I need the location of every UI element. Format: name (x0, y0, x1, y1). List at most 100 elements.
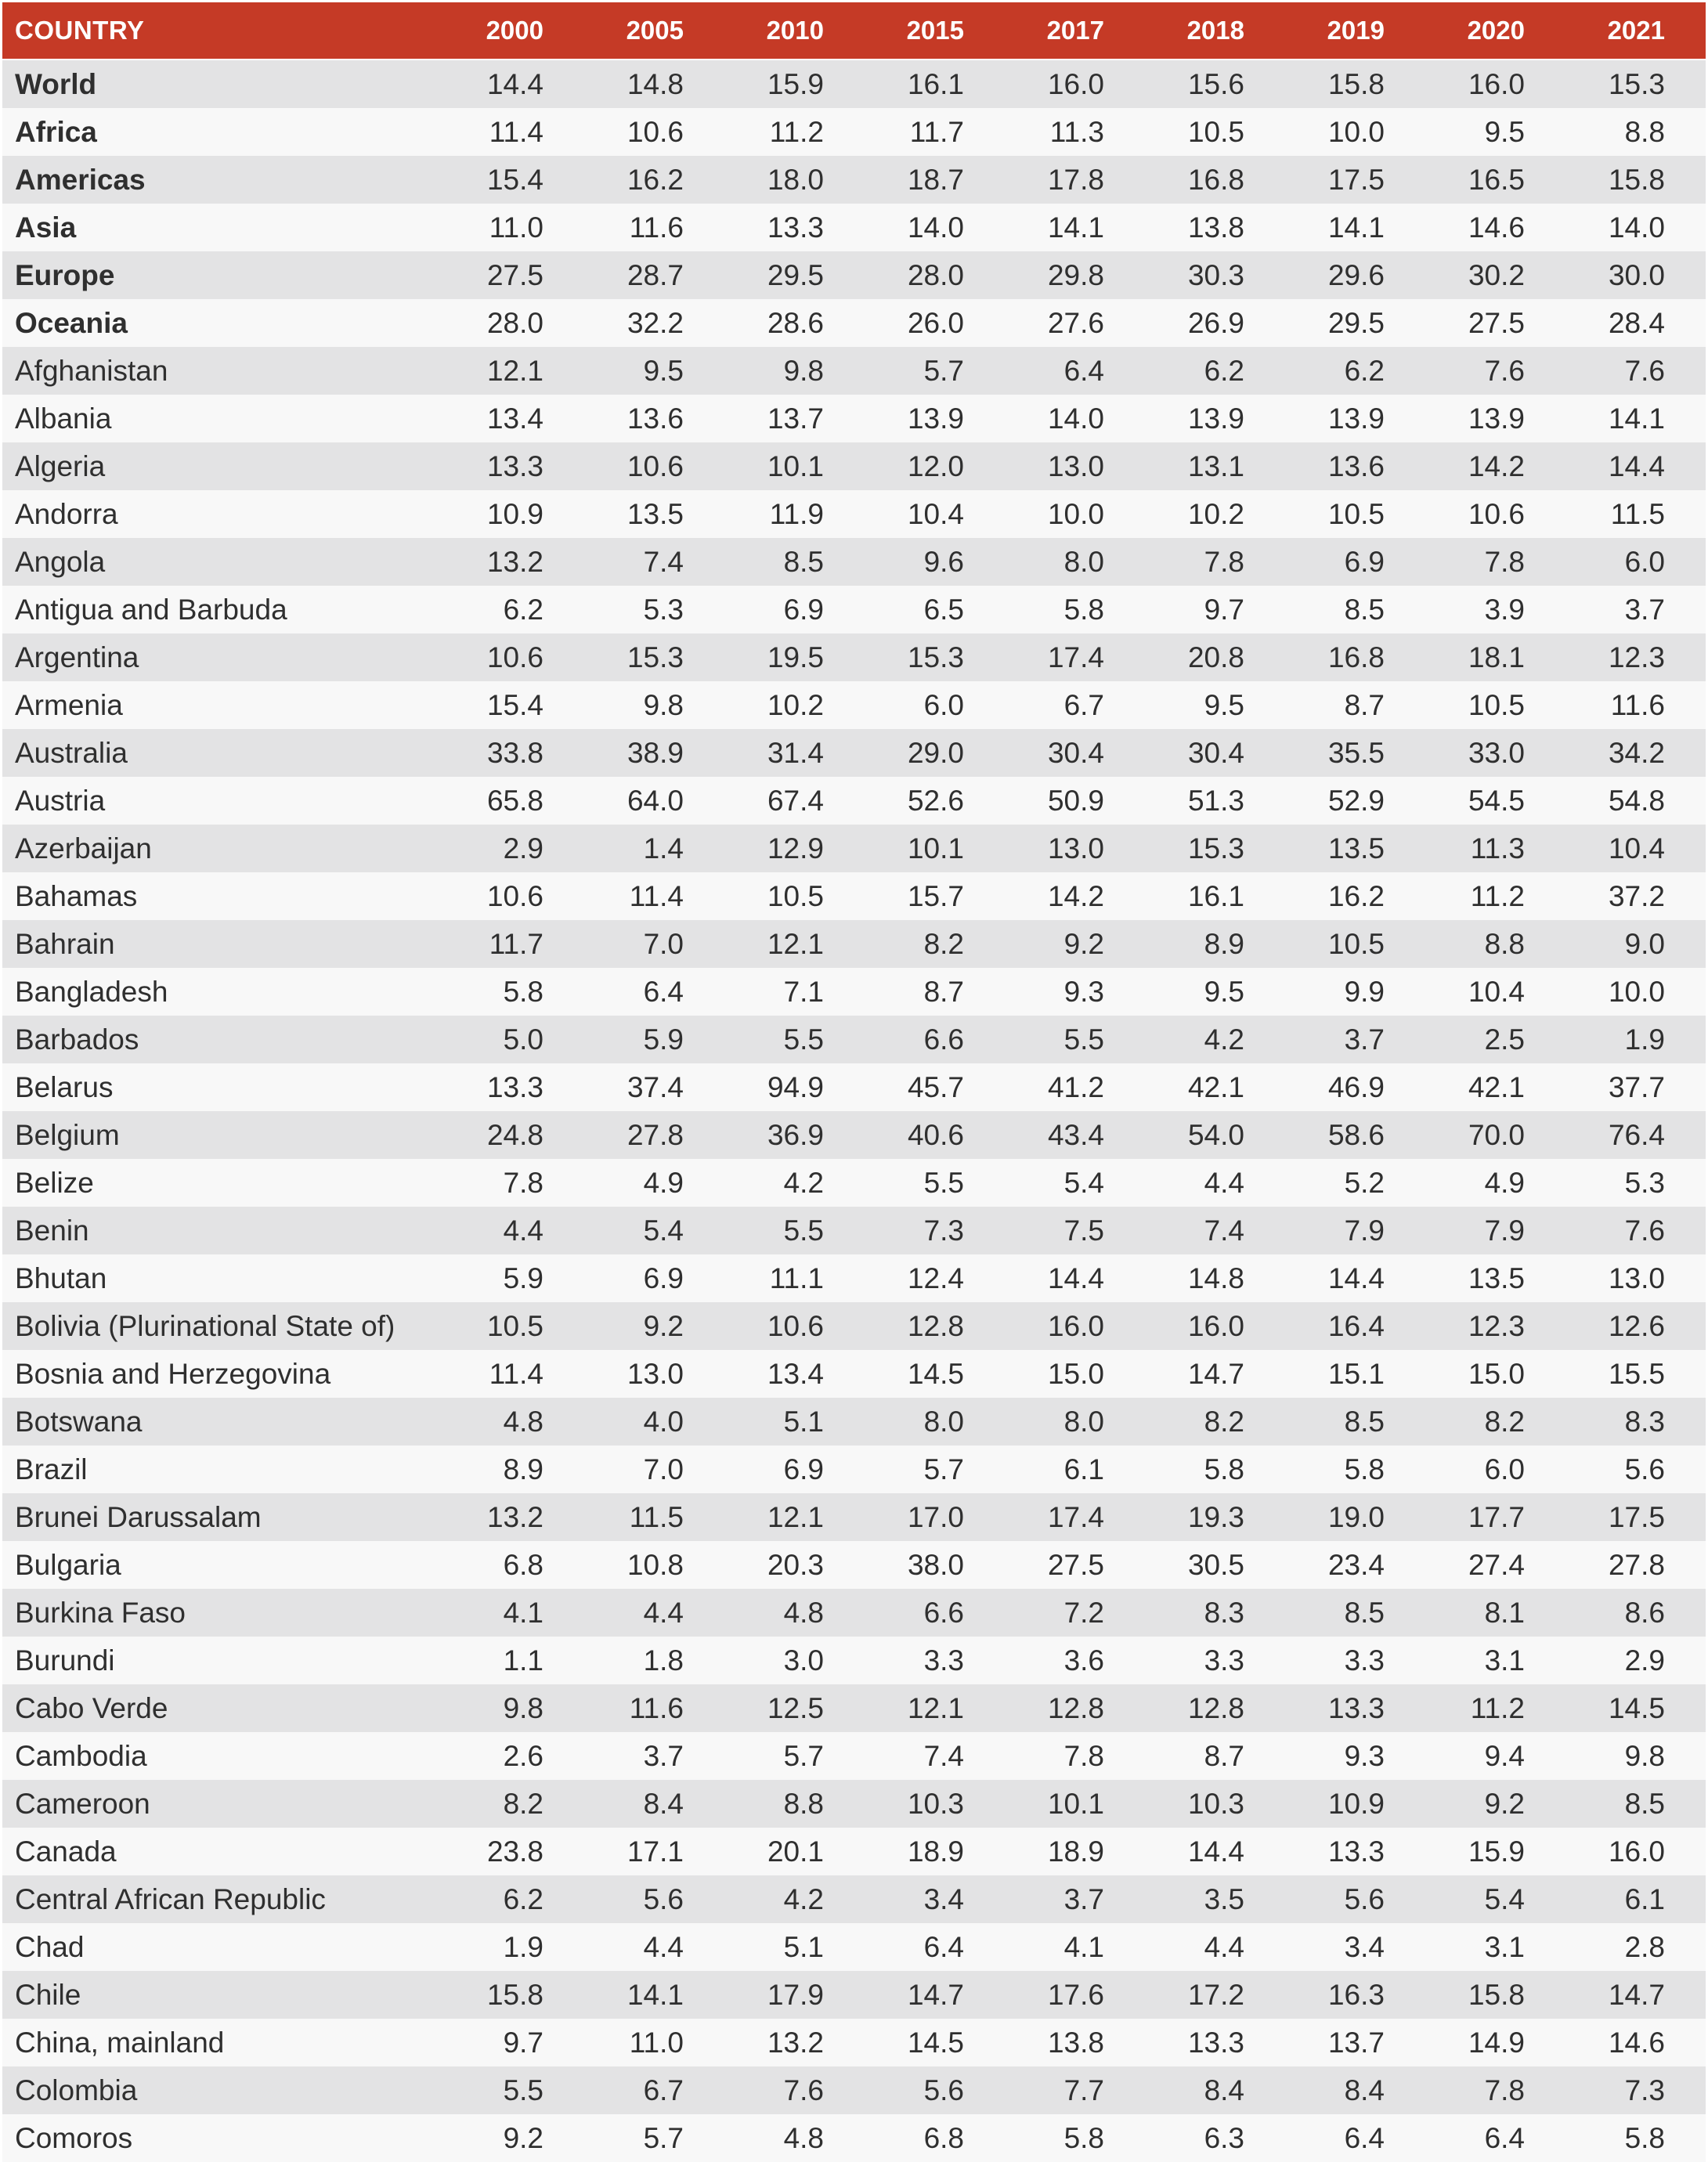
value-cell: 5.6 (1344, 1882, 1385, 1915)
value-cell: 9.9 (1344, 975, 1385, 1008)
value-cell: 14.4 (1047, 1261, 1104, 1294)
value-cell: 10.2 (767, 688, 824, 721)
value-cell: 4.2 (1204, 1023, 1244, 1056)
table-row: Cambodia 2.6 3.7 5.7 7.4 7.8 8.7 9.3 9.4 9.8 (2, 1732, 1706, 1780)
value-cell: 11.4 (489, 115, 543, 148)
value-cell: 52.6 (907, 784, 964, 817)
value-cell: 8.2 (503, 1787, 543, 1820)
country-name-cell: Bosnia and Herzegovina (15, 1357, 331, 1390)
value-cell: 10.6 (486, 641, 543, 673)
value-cell: 5.7 (643, 2121, 684, 2154)
value-cell: 3.3 (1204, 1644, 1244, 1677)
country-name-cell: Algeria (15, 449, 106, 482)
value-cell: 13.4 (767, 1357, 824, 1390)
value-cell: 15.4 (486, 163, 543, 196)
value-cell: 20.1 (767, 1835, 824, 1868)
table-row: Bulgaria 6.8 10.8 20.3 38.0 27.5 30.5 23.4 27.4 2… (2, 1541, 1706, 1589)
country-name-cell: Bahrain (15, 927, 115, 960)
country-name-cell: Belize (15, 1166, 94, 1199)
value-cell: 4.8 (503, 1405, 543, 1438)
country-name-cell: Bhutan (15, 1261, 107, 1294)
value-cell: 4.4 (503, 1214, 543, 1247)
column-header-year-2005: 2005 (543, 2, 684, 60)
value-cell: 7.3 (923, 1214, 964, 1247)
value-cell: 5.5 (923, 1166, 964, 1199)
value-cell: 13.3 (1327, 1691, 1385, 1724)
table-row: Burundi 1.1 1.8 3.0 3.3 3.6 3.3 3.3 3.1 2.9 (2, 1637, 1706, 1684)
value-cell: 9.5 (1484, 115, 1525, 148)
value-cell: 11.6 (629, 211, 684, 244)
value-cell: 13.9 (1327, 402, 1385, 435)
country-name-cell: Bangladesh (15, 975, 168, 1008)
value-cell: 8.5 (1344, 1596, 1385, 1629)
value-cell: 11.2 (769, 115, 824, 148)
value-cell: 7.0 (643, 1453, 684, 1485)
value-cell: 10.5 (1327, 927, 1385, 960)
value-cell: 13.5 (627, 497, 684, 530)
value-cell: 6.2 (503, 1882, 543, 1915)
value-cell: 5.5 (1063, 1023, 1104, 1056)
table-row: World 14.4 14.8 15.9 16.1 16.0 15.6 15.8 16.0 15.… (2, 60, 1706, 108)
value-cell: 5.6 (923, 2074, 964, 2106)
value-cell: 10.0 (1047, 497, 1104, 530)
value-cell: 30.4 (1187, 736, 1244, 769)
value-cell: 54.0 (1187, 1118, 1244, 1151)
table-row: Belarus 13.3 37.4 94.9 45.7 41.2 42.1 46.9 42.1 3… (2, 1063, 1706, 1111)
value-cell: 8.5 (1344, 1405, 1385, 1438)
value-cell: 7.5 (1063, 1214, 1104, 1247)
country-name-cell: Cambodia (15, 1739, 147, 1772)
value-cell: 13.0 (627, 1357, 684, 1390)
value-cell: 11.3 (1049, 115, 1104, 148)
value-cell: 6.1 (1063, 1453, 1104, 1485)
value-cell: 8.2 (923, 927, 964, 960)
value-cell: 15.3 (627, 641, 684, 673)
value-cell: 12.1 (767, 927, 824, 960)
value-cell: 15.3 (907, 641, 964, 673)
value-cell: 4.4 (643, 1596, 684, 1629)
value-cell: 13.5 (1327, 832, 1385, 864)
column-header-year-2015: 2015 (824, 2, 964, 60)
table-row: Australia 33.8 38.9 31.4 29.0 30.4 30.4 35.5 33.… (2, 729, 1706, 777)
value-cell: 24.8 (486, 1118, 543, 1151)
value-cell: 13.5 (1468, 1261, 1525, 1294)
value-cell: 13.3 (1327, 1835, 1385, 1868)
value-cell: 9.5 (643, 354, 684, 387)
value-cell: 8.4 (1344, 2074, 1385, 2106)
table-row: Canada 23.8 17.1 20.1 18.9 18.9 14.4 13.3 15.9 16… (2, 1828, 1706, 1875)
value-cell: 67.4 (767, 784, 824, 817)
value-cell: 14.0 (1608, 211, 1665, 244)
country-name-cell: Central African Republic (15, 1882, 326, 1915)
value-cell: 4.4 (643, 1930, 684, 1963)
value-cell: 10.4 (1608, 832, 1665, 864)
value-cell: 14.2 (1047, 879, 1104, 912)
value-cell: 41.2 (1047, 1070, 1104, 1103)
value-cell: 45.7 (907, 1070, 964, 1103)
country-name-cell: Bolivia (Plurinational State of) (15, 1309, 395, 1342)
value-cell: 16.0 (1187, 1309, 1244, 1342)
value-cell: 8.1 (1484, 1596, 1525, 1629)
value-cell: 65.8 (486, 784, 543, 817)
value-cell: 13.6 (1327, 449, 1385, 482)
value-cell: 9.8 (643, 688, 684, 721)
country-name-cell: Cameroon (15, 1787, 150, 1820)
table-row: Bahamas 10.6 11.4 10.5 15.7 14.2 16.1 16.2 11.2 3… (2, 872, 1706, 920)
country-name-cell: Brazil (15, 1453, 88, 1485)
value-cell: 17.9 (767, 1978, 824, 2011)
column-header-year-2010: 2010 (684, 2, 824, 60)
table-row: Algeria 13.3 10.6 10.1 12.0 13.0 13.1 13.6 14.2 1… (2, 442, 1706, 490)
table-row: Bahrain 11.7 7.0 12.1 8.2 9.2 8.9 10.5 8.8 9.0 (2, 920, 1706, 968)
value-cell: 14.8 (627, 67, 684, 100)
country-name-cell: Chile (15, 1978, 81, 2011)
value-cell: 13.3 (767, 211, 824, 244)
country-name-cell: Colombia (15, 2074, 138, 2106)
value-cell: 7.8 (1063, 1739, 1104, 1772)
value-cell: 16.1 (907, 67, 964, 100)
value-cell: 18.7 (907, 163, 964, 196)
value-cell: 16.0 (1047, 67, 1104, 100)
value-cell: 28.6 (767, 306, 824, 339)
value-cell: 7.9 (1344, 1214, 1385, 1247)
header-row: COUNTRY 2000 2005 2010 2015 2017 2018 20… (2, 2, 1706, 60)
value-cell: 16.3 (1327, 1978, 1385, 2011)
table-row: Central African Republic 6.2 5.6 4.2 3.4 3.7 3… (2, 1875, 1706, 1923)
value-cell: 10.5 (1327, 497, 1385, 530)
